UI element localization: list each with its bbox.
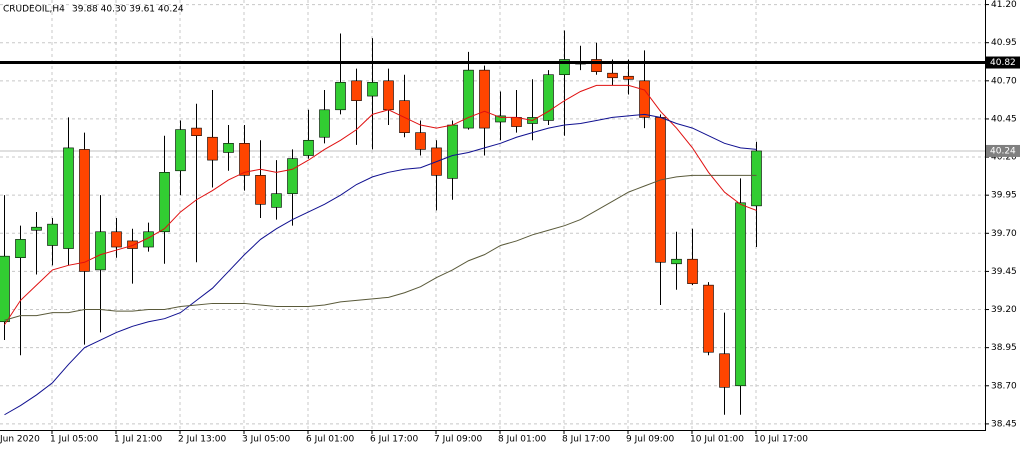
price-label: 40.24 xyxy=(990,146,1016,156)
x-tick-label: 8 Jul 17:00 xyxy=(562,435,611,445)
candle-body xyxy=(159,172,170,233)
candle-body xyxy=(703,284,714,353)
candle-body xyxy=(559,59,570,76)
x-tick-label: 7 Jul 09:00 xyxy=(434,435,483,445)
candle-body xyxy=(79,149,90,272)
candle-body xyxy=(671,258,682,265)
candle-body xyxy=(447,124,458,179)
x-tick-label: 10 Jul 17:00 xyxy=(754,435,808,445)
y-tick-label: 39.45 xyxy=(991,267,1017,277)
x-tick-label: Jun 2020 xyxy=(0,435,40,445)
candle-body xyxy=(495,115,506,123)
y-tick-label: 39.70 xyxy=(991,229,1017,239)
y-tick-label: 40.70 xyxy=(991,76,1017,86)
candle-body xyxy=(175,129,186,172)
candle-body xyxy=(63,147,74,249)
y-tick-label: 40.95 xyxy=(991,38,1017,48)
candle-body xyxy=(639,80,650,118)
candle-body xyxy=(95,231,106,271)
moving-average xyxy=(4,174,757,321)
y-tick-label: 38.95 xyxy=(991,343,1017,353)
candle-body xyxy=(255,175,266,205)
candle-body xyxy=(335,82,346,111)
candle-body xyxy=(687,258,698,284)
x-tick-label: 10 Jul 01:00 xyxy=(690,435,744,445)
candle-body xyxy=(191,127,202,137)
candle-body xyxy=(623,75,634,80)
candle-body xyxy=(383,80,394,111)
candle-body xyxy=(479,69,490,129)
x-tick-label: 6 Jul 17:00 xyxy=(370,435,419,445)
x-tick-label: 2 Jul 13:00 xyxy=(178,435,227,445)
candle-body xyxy=(287,158,298,194)
candle-body xyxy=(415,132,426,150)
candle-body xyxy=(511,117,522,127)
candle-body xyxy=(367,82,378,97)
candle-body xyxy=(47,223,58,246)
price-label-box xyxy=(986,56,1020,69)
candle-body xyxy=(15,239,26,258)
candle-body xyxy=(303,139,314,156)
candle-body xyxy=(607,72,618,79)
candle-body xyxy=(207,136,218,161)
candle-body xyxy=(31,226,42,231)
chart-title: CRUDEOIL,H4 xyxy=(3,5,65,15)
x-tick-label: 9 Jul 09:00 xyxy=(626,435,675,445)
candle-body xyxy=(543,74,554,121)
candle-body xyxy=(719,353,730,388)
candle-body xyxy=(655,117,666,263)
y-tick-label: 39.95 xyxy=(991,191,1017,201)
x-tick-label: 1 Jul 05:00 xyxy=(50,435,99,445)
candle-body xyxy=(351,80,362,101)
y-tick-label: 40.45 xyxy=(991,114,1017,124)
ohlc-text: 39.88 40.30 39.61 40.24 xyxy=(72,5,184,15)
candle-body xyxy=(271,193,282,208)
x-tick-label: 1 Jul 21:00 xyxy=(114,435,163,445)
price-label-box xyxy=(986,144,1020,157)
candle-body xyxy=(223,143,234,153)
price-label: 40.82 xyxy=(990,58,1016,68)
y-tick-label: 38.45 xyxy=(991,419,1017,429)
candle-body xyxy=(399,100,410,133)
y-tick-label: 41.20 xyxy=(991,0,1017,10)
candle-body xyxy=(239,143,250,176)
candle-body xyxy=(751,150,762,207)
candle-body xyxy=(143,231,154,248)
moving-average xyxy=(4,84,757,326)
candle-body xyxy=(319,109,330,138)
moving-average xyxy=(4,113,757,416)
y-tick-label: 39.20 xyxy=(991,305,1017,315)
candle-body xyxy=(111,231,122,248)
x-tick-label: 3 Jul 05:00 xyxy=(242,435,291,445)
x-tick-label: 8 Jul 01:00 xyxy=(498,435,547,445)
candle-body xyxy=(463,69,474,129)
candle-body xyxy=(735,202,746,387)
candle-body xyxy=(591,59,602,72)
x-tick-label: 6 Jul 01:00 xyxy=(306,435,355,445)
y-tick-label: 38.70 xyxy=(991,381,1017,391)
candle-body xyxy=(0,255,10,323)
y-tick-label: 40.20 xyxy=(991,153,1017,163)
candle-body xyxy=(127,240,138,249)
